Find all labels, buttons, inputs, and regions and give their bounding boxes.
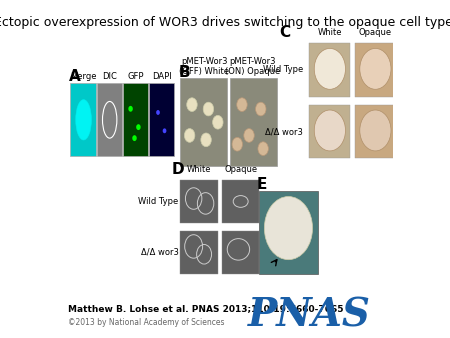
Text: White: White <box>318 28 342 37</box>
Circle shape <box>360 48 391 89</box>
Circle shape <box>187 98 197 112</box>
Text: pMET-Wor3
(ON) Opaque: pMET-Wor3 (ON) Opaque <box>225 57 281 76</box>
Circle shape <box>156 110 160 115</box>
Text: Ectopic overexpression of WOR3 drives switching to the opaque cell type.: Ectopic overexpression of WOR3 drives sw… <box>0 16 450 29</box>
FancyBboxPatch shape <box>222 231 259 274</box>
FancyBboxPatch shape <box>123 83 148 156</box>
FancyBboxPatch shape <box>355 43 396 97</box>
Text: Opaque: Opaque <box>224 165 257 174</box>
Text: DAPI: DAPI <box>152 72 172 81</box>
Text: D: D <box>171 162 184 177</box>
FancyBboxPatch shape <box>71 83 96 156</box>
Text: Matthew B. Lohse et al. PNAS 2013;110:19:7660-7665: Matthew B. Lohse et al. PNAS 2013;110:19… <box>68 305 344 314</box>
FancyBboxPatch shape <box>180 78 227 166</box>
Circle shape <box>232 138 243 151</box>
Ellipse shape <box>76 100 91 140</box>
FancyBboxPatch shape <box>309 105 351 159</box>
Text: GFP: GFP <box>127 72 144 81</box>
Text: Wild Type: Wild Type <box>263 66 303 74</box>
FancyBboxPatch shape <box>180 231 217 274</box>
Text: ©2013 by National Academy of Sciences: ©2013 by National Academy of Sciences <box>68 318 225 327</box>
FancyBboxPatch shape <box>180 180 217 223</box>
Circle shape <box>128 106 133 112</box>
Circle shape <box>184 128 195 142</box>
FancyBboxPatch shape <box>222 180 259 223</box>
Circle shape <box>237 98 247 112</box>
Circle shape <box>256 102 266 116</box>
Circle shape <box>212 115 223 129</box>
Text: DIC: DIC <box>102 72 117 81</box>
Circle shape <box>132 135 137 141</box>
Text: C: C <box>279 25 291 41</box>
Circle shape <box>360 110 391 151</box>
Text: Δ/Δ wor3: Δ/Δ wor3 <box>141 248 179 257</box>
Circle shape <box>136 124 141 130</box>
Circle shape <box>258 142 268 155</box>
Circle shape <box>201 133 212 147</box>
FancyBboxPatch shape <box>230 78 277 166</box>
Text: Merge: Merge <box>70 72 97 81</box>
Text: Opaque: Opaque <box>359 28 392 37</box>
Text: A: A <box>69 69 81 84</box>
Circle shape <box>244 128 254 142</box>
Text: E: E <box>257 177 267 192</box>
Circle shape <box>163 128 166 133</box>
Circle shape <box>264 196 313 260</box>
Circle shape <box>314 48 346 89</box>
Text: B: B <box>179 65 190 79</box>
Text: pMET-Wor3
(OFF) White: pMET-Wor3 (OFF) White <box>180 57 230 76</box>
Text: Wild Type: Wild Type <box>139 197 179 206</box>
Circle shape <box>203 102 214 116</box>
FancyBboxPatch shape <box>259 191 318 274</box>
Text: PNAS: PNAS <box>248 297 370 335</box>
Text: Δ/Δ wor3: Δ/Δ wor3 <box>266 127 303 136</box>
Text: White: White <box>187 165 211 174</box>
FancyBboxPatch shape <box>309 43 351 97</box>
Circle shape <box>314 110 346 151</box>
FancyBboxPatch shape <box>149 83 174 156</box>
FancyBboxPatch shape <box>97 83 122 156</box>
FancyBboxPatch shape <box>355 105 396 159</box>
